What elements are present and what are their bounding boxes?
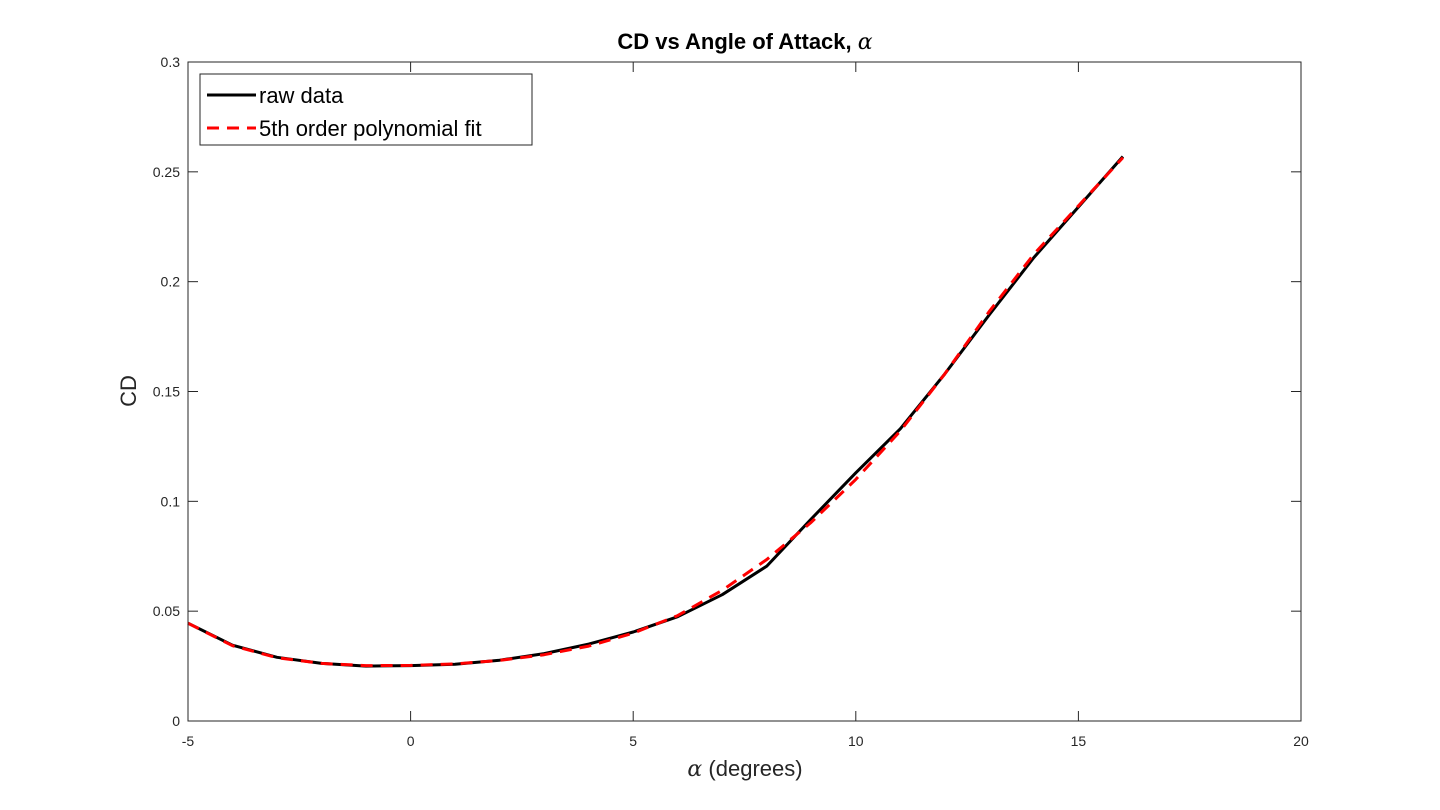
x-tick-label: 10 bbox=[848, 733, 864, 749]
y-tick-label: 0.1 bbox=[161, 493, 181, 509]
chart-title-symbol: α bbox=[858, 30, 873, 55]
x-tick-label: 20 bbox=[1293, 733, 1309, 749]
chart-title-main: CD vs Angle of Attack, bbox=[617, 29, 851, 54]
y-axis-label: CD bbox=[116, 375, 141, 407]
x-tick-label: 5 bbox=[629, 733, 637, 749]
y-tick-label: 0.15 bbox=[153, 384, 180, 400]
axes-box bbox=[187, 61, 1302, 722]
legend-label: raw data bbox=[259, 83, 344, 108]
x-axis-label-text: (degrees) bbox=[708, 756, 802, 781]
x-axis-label-symbol: α bbox=[687, 757, 702, 782]
y-tick-label: 0.3 bbox=[161, 54, 181, 70]
series-layer bbox=[187, 155, 1125, 668]
x-tick-label: -5 bbox=[182, 733, 195, 749]
legend: raw data 5th order polynomial fit bbox=[199, 73, 533, 146]
series-line-polynomial-fit bbox=[187, 156, 1125, 668]
y-tick-label: 0 bbox=[172, 713, 180, 729]
chart-title: CD vs Angle of Attack, α bbox=[617, 29, 872, 55]
legend-label: 5th order polynomial fit bbox=[259, 116, 482, 141]
y-tick-label: 0.25 bbox=[153, 164, 180, 180]
x-axis-label: α (degrees) bbox=[687, 756, 802, 782]
x-tick-label: 0 bbox=[407, 733, 415, 749]
y-tick-label: 0.2 bbox=[161, 274, 181, 290]
y-tick-label: 0.05 bbox=[153, 603, 180, 619]
x-tick-label: 15 bbox=[1071, 733, 1087, 749]
legend-box bbox=[199, 73, 533, 146]
